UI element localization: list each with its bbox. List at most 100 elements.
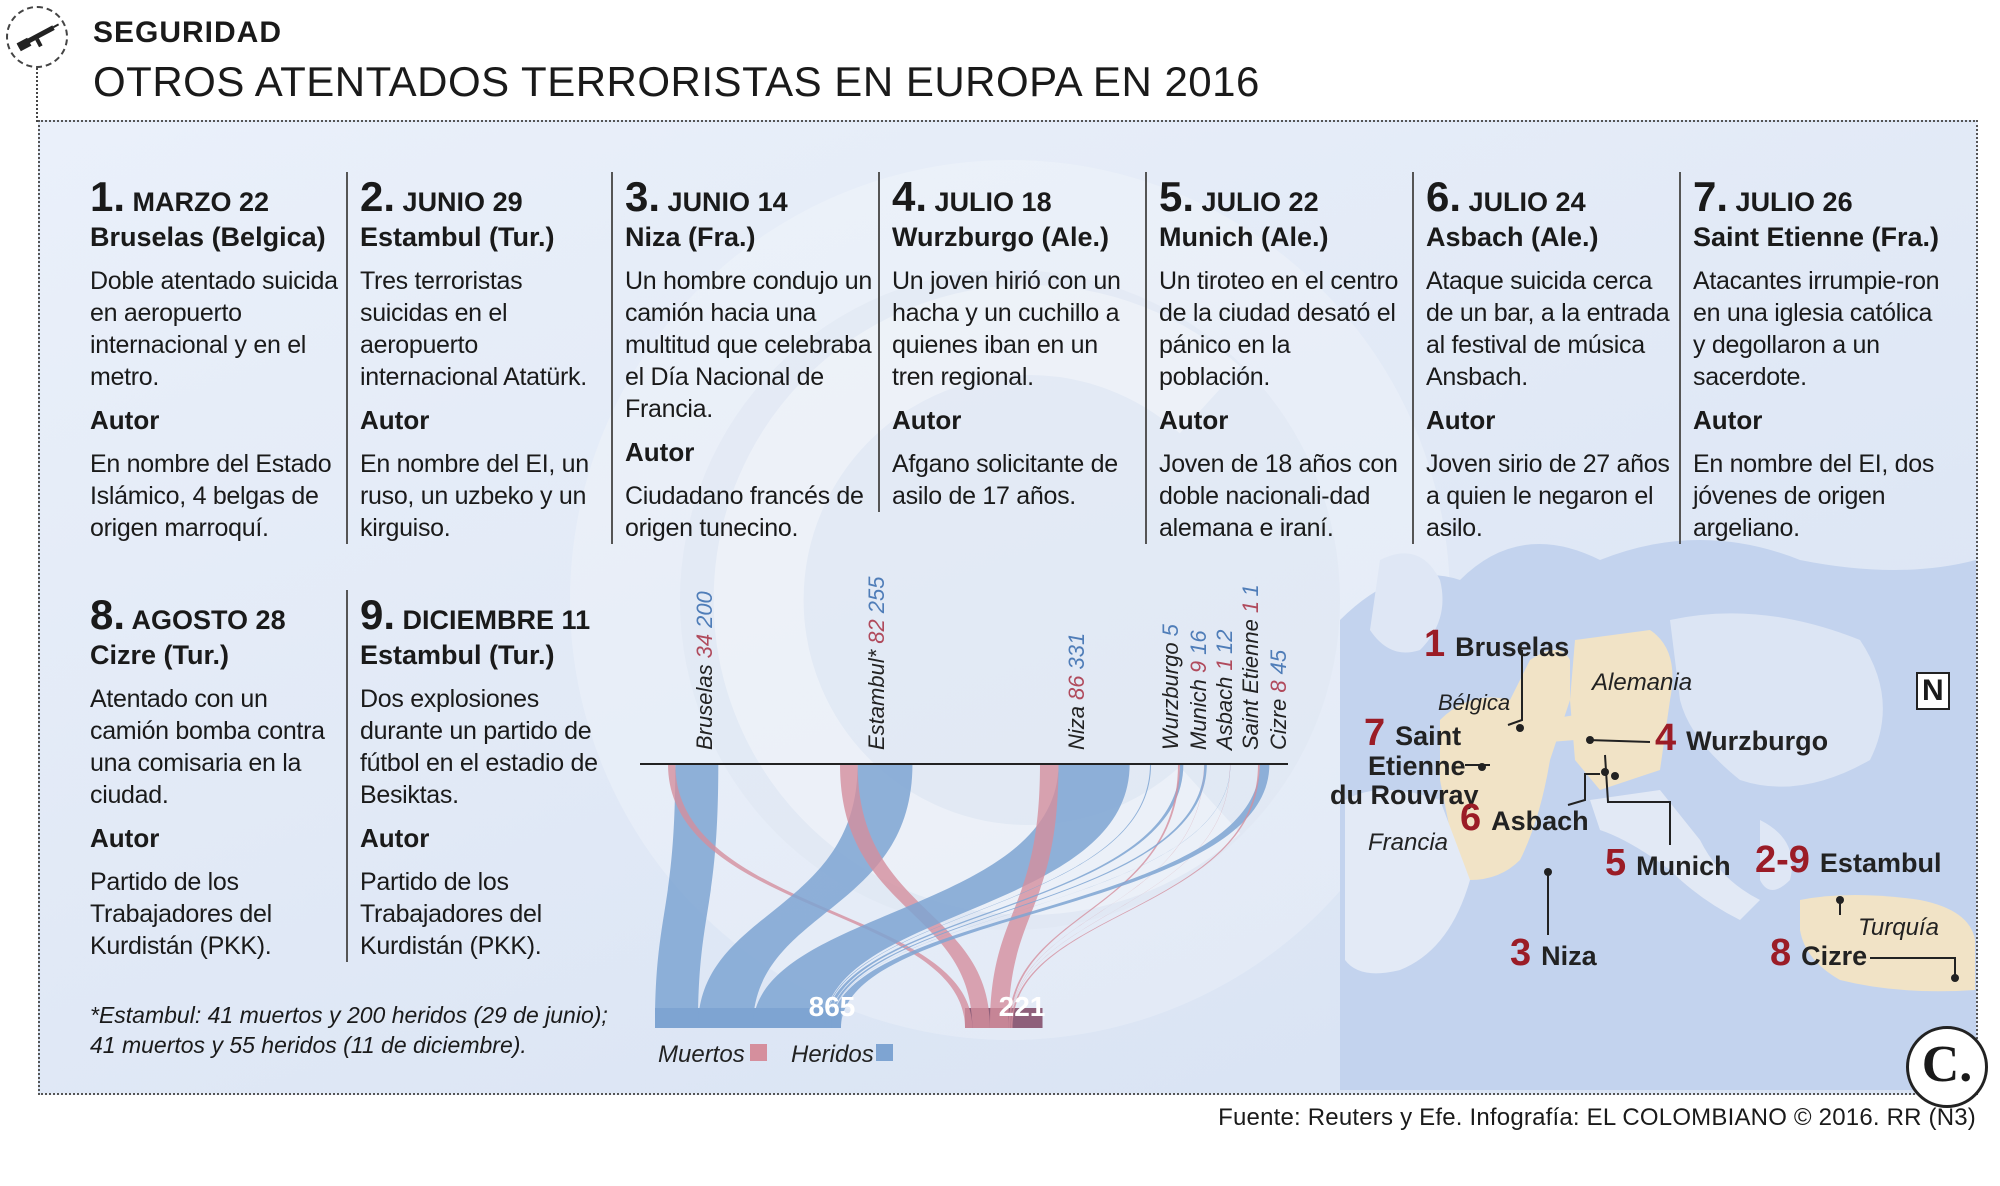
map-num-2-9: 2-9	[1755, 839, 1810, 881]
leader-cizre	[1870, 957, 1956, 980]
map-name-cizre: Cizre	[1801, 941, 1867, 971]
card-title: 3. JUNIO 14	[625, 172, 873, 222]
card-number: 9.	[360, 591, 396, 638]
card-autor-label: Autor	[90, 405, 160, 436]
section-label: SEGURIDAD	[93, 16, 283, 49]
card-autor: Partido de los Trabajadores del Kurdistá…	[360, 868, 542, 961]
label-turquia: Turquía	[1858, 914, 1939, 941]
card-place: Cizre (Tur.)	[90, 639, 230, 670]
rifle-icon	[6, 6, 68, 68]
card-description: Un hombre condujo un camión hacia una mu…	[625, 267, 872, 424]
dot-cizre	[1951, 974, 1959, 982]
sankey-legend: Muertos Heridos	[658, 1041, 893, 1068]
el-colombiano-logo: C.	[1906, 1026, 1988, 1108]
city-heridos: 1	[1238, 584, 1263, 596]
card-autor-label: Autor	[1159, 405, 1229, 436]
city-heridos: 5	[1158, 623, 1183, 636]
dot-estambul	[1836, 896, 1844, 904]
germany-shape	[1570, 630, 1673, 790]
card-title: 7. JULIO 26	[1693, 172, 1941, 222]
city-name: Saint Etienne	[1238, 619, 1263, 750]
card-autor-label: Autor	[1426, 405, 1496, 436]
city-heridos: 200	[692, 590, 717, 628]
flow-muertos-3	[989, 764, 1059, 1028]
leader-wurzburgo	[1587, 739, 1651, 743]
card-date: JUNIO 29	[402, 187, 523, 217]
iberia-shape	[1345, 790, 1470, 974]
card-place: Estambul (Tur.)	[360, 639, 555, 670]
card-autor: Partido de los Trabajadores del Kurdistá…	[90, 868, 272, 961]
card-title: 1. MARZO 22	[90, 172, 338, 222]
label-alemania: Alemania	[1590, 669, 1692, 696]
turkey-shape	[1800, 895, 1975, 992]
map-num-4: 4	[1655, 717, 1676, 759]
city-label-2: Estambul* 82 255	[864, 576, 889, 750]
legend-muertos-swatch	[750, 1044, 767, 1061]
map-city-labels: 1 Bruselas 7 Saint Etienne du Rouvray 6 Asb…	[1330, 623, 1941, 974]
city-heridos: 45	[1266, 649, 1291, 674]
flow-muertos-2	[840, 764, 990, 1028]
card-date: AGOSTO 28	[131, 605, 286, 635]
city-heridos: 12	[1212, 630, 1237, 654]
card-description: Doble atentado suicida en aeropuerto int…	[90, 267, 338, 392]
map-name-niza: Niza	[1541, 941, 1598, 971]
card-place: Niza (Fra.)	[625, 221, 756, 252]
event-card-5: 5. JULIO 22 Munich (Ale.) Un tiroteo en el…	[1145, 172, 1407, 545]
event-card-6: 6. JULIO 24 Asbach (Ale.) Ataque suicida c…	[1412, 172, 1674, 545]
card-autor-label: Autor	[625, 437, 695, 468]
city-muertos: 9	[1186, 661, 1211, 673]
footnote-line-2: 41 muertos y 55 heridos (11 de diciembre…	[90, 1031, 527, 1058]
map-num-6: 6	[1460, 797, 1481, 839]
city-muertos: 8	[1266, 680, 1291, 693]
city-muertos: 1	[1212, 660, 1237, 671]
belgium-shape	[1545, 715, 1575, 742]
card-number: 7.	[1693, 173, 1729, 220]
card-date: JUNIO 14	[667, 187, 788, 217]
footnote: *Estambul: 41 muertos y 200 heridos (29 …	[90, 1001, 608, 1061]
dot-munich	[1611, 772, 1619, 780]
dot-saint-etienne	[1478, 763, 1486, 771]
card-description: Un joven hirió con un hacha y un cuchill…	[892, 267, 1121, 392]
city-label-6: Asbach 1 12	[1212, 630, 1237, 752]
card-number: 3.	[625, 173, 661, 220]
event-card-1: 1. MARZO 22 Bruselas (Belgica) Doble atent…	[90, 172, 338, 544]
dot-niza	[1544, 868, 1552, 876]
city-muertos: 1	[1238, 602, 1263, 613]
card-autor-label: Autor	[892, 405, 962, 436]
map-num-1: 1	[1424, 623, 1445, 665]
city-muertos: 34	[692, 634, 717, 658]
event-card-9: 9. DICIEMBRE 11 Estambul (Tur.) Dos explos…	[346, 590, 608, 963]
city-name: Asbach	[1212, 677, 1237, 752]
card-autor: En nombre del Estado Islámico, 4 belgas …	[90, 450, 332, 543]
event-card-7: 7. JULIO 26 Saint Etienne (Fra.) Atacantes…	[1679, 172, 1941, 545]
map-num-5: 5	[1605, 842, 1626, 884]
map-country-labels: Alemania Bélgica Francia Turquía	[1368, 669, 1939, 941]
balkans-shape	[1760, 820, 1792, 890]
city-name: Estambul*	[864, 648, 889, 750]
city-label-5: Munich 9 16	[1186, 630, 1211, 750]
card-place: Saint Etienne (Fra.)	[1693, 221, 1940, 252]
card-title: 4. JULIO 18	[892, 172, 1140, 222]
card-place: Asbach (Ale.)	[1426, 221, 1599, 252]
leader-bruselas	[1507, 650, 1523, 726]
leader-asbach	[1567, 773, 1600, 806]
sankey-city-labels: Bruselas 34 200 Estambul* 82 255 Niza 86 331 Wurz…	[692, 576, 1291, 752]
legend-heridos-label: Heridos	[791, 1041, 874, 1068]
source-credit: Fuente: Reuters y Efe. Infografía: EL CO…	[1218, 1104, 1976, 1131]
card-autor-label: Autor	[360, 405, 430, 436]
dot-bruselas	[1516, 724, 1524, 732]
card-date: JULIO 22	[1201, 187, 1319, 217]
city-name: Wurzburgo	[1158, 642, 1183, 750]
map-geography	[1340, 540, 1976, 1090]
card-number: 2.	[360, 173, 396, 220]
eastern-europe-shape	[1670, 613, 1883, 787]
footnote-line-1: *Estambul: 41 muertos y 200 heridos (29 …	[90, 1002, 608, 1028]
france-shape	[1440, 650, 1570, 880]
